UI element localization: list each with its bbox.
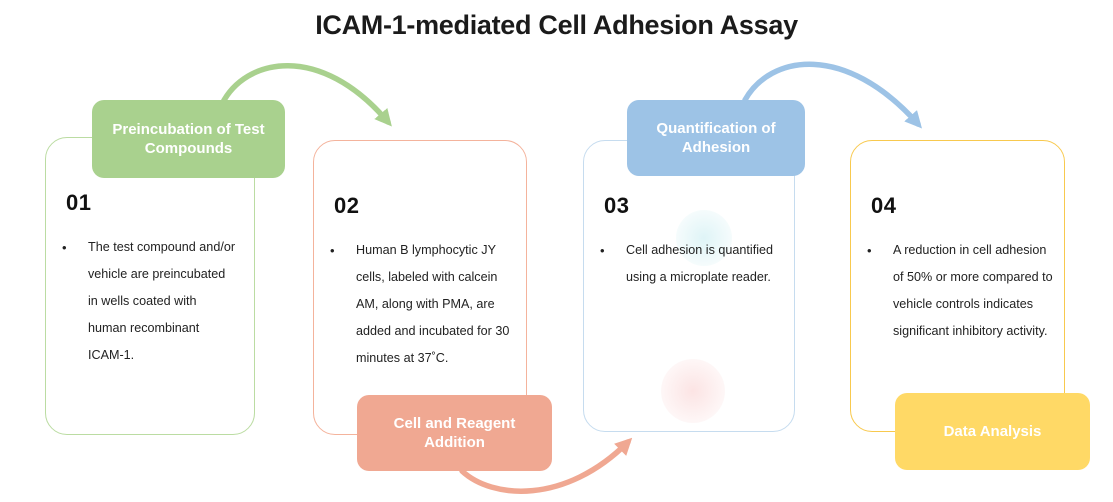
step-card-02: 02 • Human B lymphocytic JY cells, label… [313,140,527,435]
bullet-marker: • [62,240,67,255]
bullet-marker: • [330,243,335,258]
step-number-03: 03 [604,193,630,218]
step-card-03: 03 • Cell adhesion is quantified using a… [583,140,795,432]
bullet-marker: • [600,243,605,258]
step-card-04: 04 • A reduction in cell adhesion of 50%… [850,140,1065,432]
step-number-01: 01 [66,190,92,215]
diagram-title: ICAM-1-mediated Cell Adhesion Assay [315,10,798,40]
step-bullet-row: • A reduction in cell adhesion of 50% or… [867,237,1055,345]
step-description-01: The test compound and/or vehicle are pre… [88,240,236,362]
decor-blob-pink [661,359,725,423]
bullet-marker: • [867,243,872,258]
step-label-data-analysis: Data Analysis [895,393,1090,470]
step-description-03: Cell adhesion is quantified using a micr… [626,243,774,284]
step-bullet-row: • Human B lymphocytic JY cells, labeled … [330,237,518,372]
step-label-quantification: Quantification of Adhesion [627,100,805,176]
step-number-04: 04 [871,193,897,218]
step-description-04: A reduction in cell adhesion of 50% or m… [893,243,1053,338]
step-label-preincubation: Preincubation of Test Compounds [92,100,285,178]
decor-blob-blue [676,210,732,266]
step-card-01: 01 • The test compound and/or vehicle ar… [45,137,255,435]
step-bullet-row: • The test compound and/or vehicle are p… [62,234,236,369]
step-number-02: 02 [334,193,360,218]
step-description-02: Human B lymphocytic JY cells, labeled wi… [356,243,510,365]
step-bullet-row: • Cell adhesion is quantified using a mi… [600,237,788,291]
step-label-cell-reagent-addition: Cell and Reagent Addition [357,395,552,471]
